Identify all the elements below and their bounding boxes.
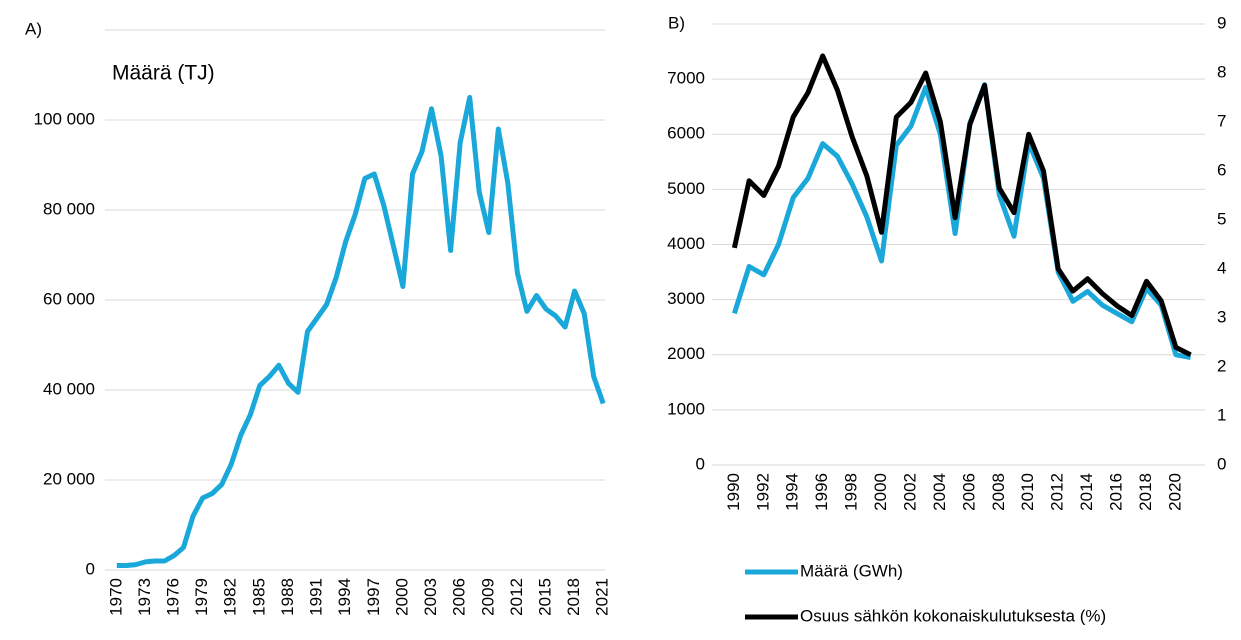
panel-title: A) [25,19,42,38]
y2-tick-label: 8 [1217,62,1226,81]
x-tick-label: 2004 [930,473,949,511]
x-tick-label: 2018 [1136,473,1155,511]
x-tick-label: 2008 [989,473,1008,511]
y-tick-label: 80 000 [43,199,95,218]
x-tick-label: 1997 [364,578,383,616]
y-tick-label: 60 000 [43,289,95,308]
x-tick-label: 2000 [392,578,411,616]
x-tick-label: 1990 [724,473,743,511]
x-tick-label: 2009 [478,578,497,616]
y-tick-label: 20 000 [43,469,95,488]
x-tick-label: 2006 [450,578,469,616]
y-tick-label: 2000 [667,344,705,363]
y-tick-label: 3000 [667,289,705,308]
x-tick-label: 1970 [106,578,125,616]
y-tick-label: 4000 [667,234,705,253]
y2-tick-label: 1 [1217,405,1226,424]
x-tick-label: 2012 [1048,473,1067,511]
x-tick-label: 2018 [564,578,583,616]
x-tick-label: 1994 [783,473,802,511]
x-tick-label: 2003 [421,578,440,616]
x-tick-label: 1994 [335,578,354,616]
x-tick-label: 2021 [593,578,612,616]
x-tick-label: 2006 [959,473,978,511]
y2-tick-label: 6 [1217,160,1226,179]
y-tick-label: 1000 [667,399,705,418]
y2-tick-label: 2 [1217,356,1226,375]
x-tick-label: 1976 [163,578,182,616]
axis-title: Määrä (TJ) [112,62,215,85]
y-tick-label: 0 [86,559,95,578]
x-tick-label: 2010 [1018,473,1037,511]
x-tick-label: 2012 [507,578,526,616]
y-tick-label: 5000 [667,179,705,198]
x-tick-label: 2020 [1165,473,1184,511]
y-tick-label: 40 000 [43,379,95,398]
data-line [116,95,606,568]
x-tick-label: 2002 [900,473,919,511]
x-tick-label: 2000 [871,473,890,511]
x-tick-label: 1988 [278,578,297,616]
x-tick-label: 2015 [535,578,554,616]
y2-tick-label: 3 [1217,307,1226,326]
y-tick-label: 6000 [667,124,705,143]
x-tick-label: 1982 [221,578,240,616]
x-tick-label: 1998 [842,473,861,511]
y2-tick-label: 0 [1217,454,1226,473]
x-tick-label: 1979 [192,578,211,616]
data-line [731,53,1192,358]
y2-tick-label: 9 [1217,13,1226,32]
y2-tick-label: 5 [1217,209,1226,228]
legend-label: Osuus sähkön kokonaiskulutuksesta (%) [800,606,1106,625]
y2-tick-label: 7 [1217,111,1226,130]
x-tick-label: 1991 [307,578,326,616]
y-tick-label: 100 000 [34,109,95,128]
x-tick-label: 1992 [753,473,772,511]
x-tick-label: 2016 [1107,473,1126,511]
data-line [732,82,1192,360]
x-tick-label: 1973 [135,578,154,616]
panel-title: B) [668,13,685,32]
y-tick-label: 7000 [667,69,705,88]
x-tick-label: 1985 [249,578,268,616]
x-tick-label: 2014 [1077,473,1096,511]
y-tick-label: 0 [696,454,705,473]
y2-tick-label: 4 [1217,258,1226,277]
x-tick-label: 1996 [812,473,831,511]
legend-label: Määrä (GWh) [800,561,903,580]
